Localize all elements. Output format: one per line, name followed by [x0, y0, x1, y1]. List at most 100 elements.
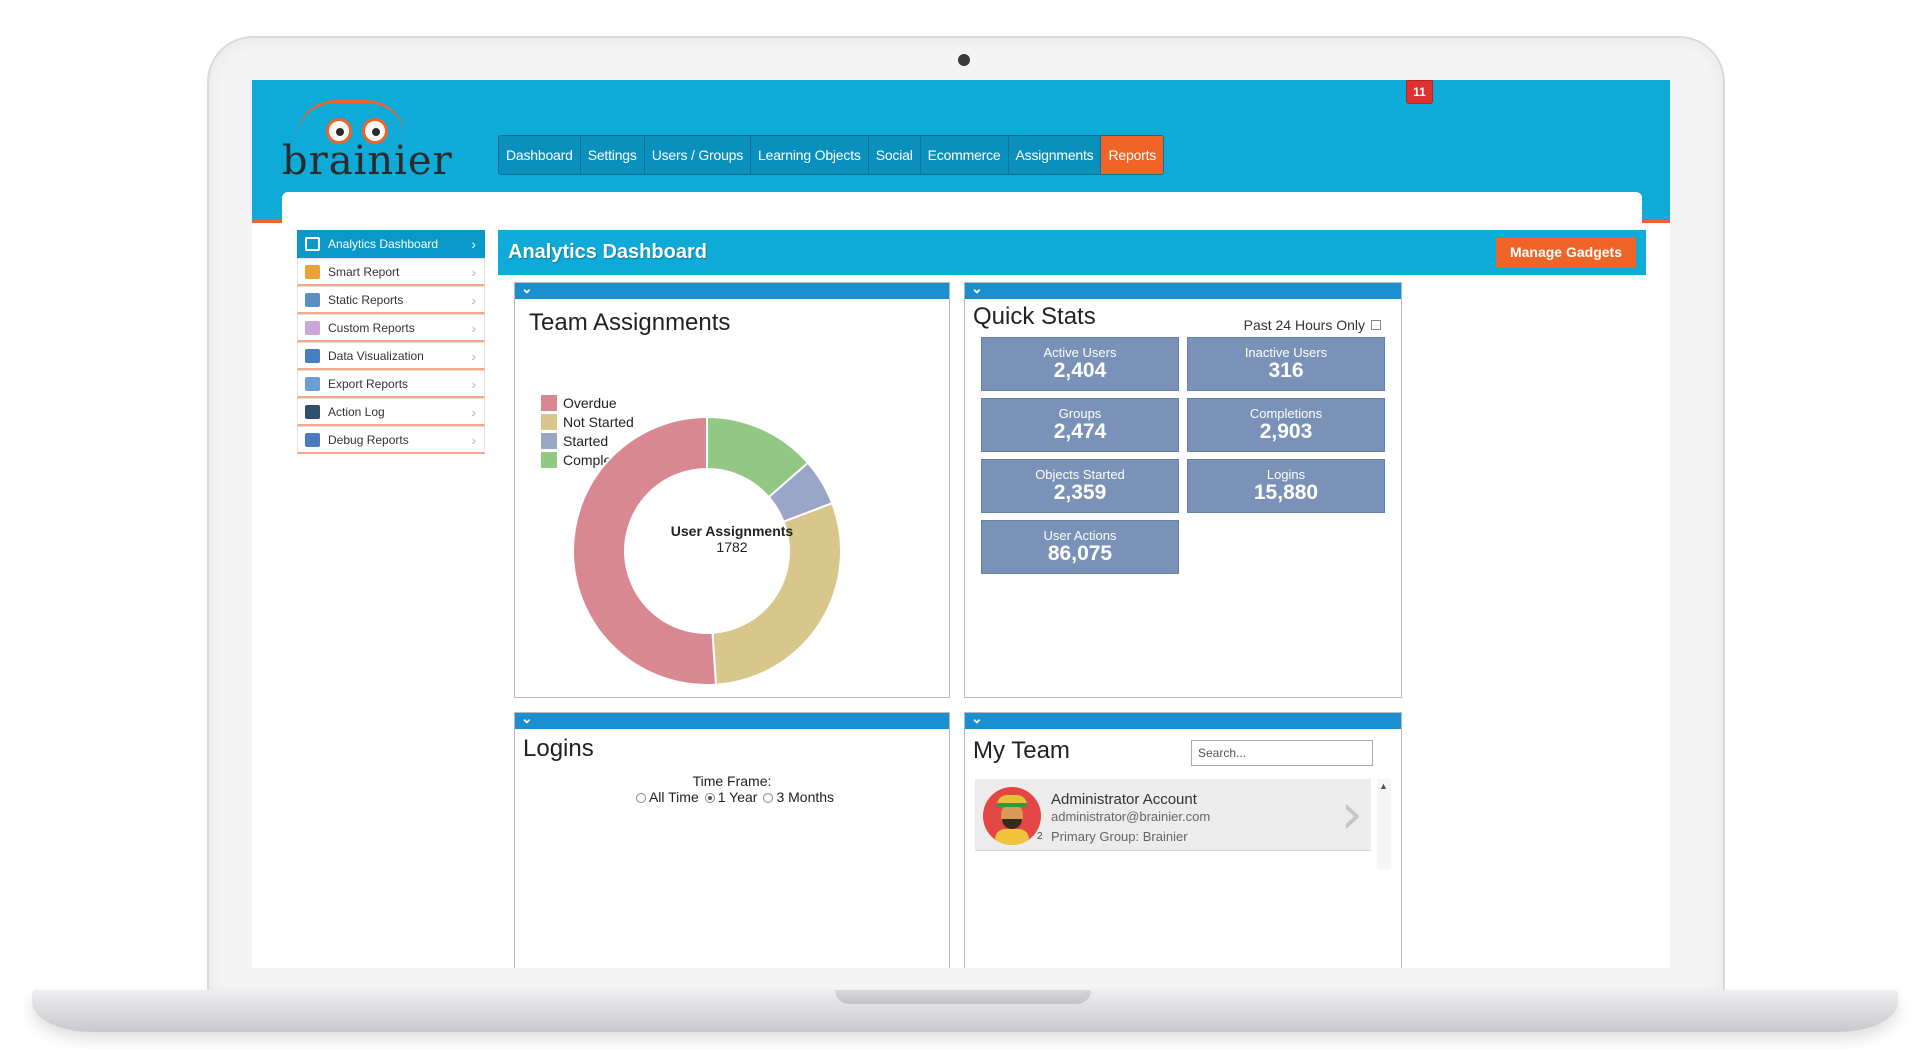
sidebar-item-action-log[interactable]: Action Log › — [297, 398, 485, 426]
page-title: Analytics Dashboard — [508, 241, 707, 263]
stat-tile-completions[interactable]: Completions 2,903 — [1187, 398, 1385, 452]
page-header: Analytics Dashboard Manage Gadgets — [498, 230, 1646, 275]
sidebar: Analytics Dashboard › Smart Report › Static … — [297, 230, 485, 454]
gadget-header-bar: ⌄ — [515, 710, 949, 729]
sidebar-item-label: Data Visualization — [328, 348, 424, 363]
past-24-hours-label: Past 24 Hours Only — [1243, 317, 1365, 333]
legend-item-not-started[interactable]: Not Started — [541, 412, 634, 431]
sidebar-item-debug-reports[interactable]: Debug Reports › — [297, 426, 485, 454]
member-avatar — [983, 787, 1041, 845]
radio-all-time[interactable] — [635, 793, 646, 803]
radio-label-3-months[interactable]: 3 Months — [776, 789, 835, 805]
stat-value: 2,903 — [1259, 420, 1313, 443]
stat-tile-active-users[interactable]: Active Users 2,404 — [981, 337, 1179, 391]
nav-learning-objects[interactable]: Learning Objects — [751, 136, 869, 174]
sidebar-item-static-reports[interactable]: Static Reports › — [297, 286, 485, 314]
bar-chart-icon — [305, 349, 320, 363]
donut-slice-overdue[interactable] — [571, 415, 718, 686]
my-team-title: My Team — [973, 737, 1070, 764]
nav-assignments[interactable]: Assignments — [1008, 136, 1102, 174]
legend-label: Not Started — [563, 413, 634, 430]
collapse-chevron-icon[interactable]: ⌄ — [971, 280, 983, 296]
manage-gadgets-button[interactable]: Manage Gadgets — [1495, 237, 1636, 268]
legend-swatch — [541, 394, 557, 411]
chevron-right-icon[interactable]: › — [1340, 782, 1363, 847]
my-team-gadget: ⌄ My Team Search... 2 Administrator Acco… — [964, 710, 1402, 968]
team-member-row[interactable]: 2 Administrator Account administrator@br… — [975, 779, 1371, 851]
sidebar-item-label: Static Reports — [328, 292, 404, 307]
sidebar-item-data-visualization[interactable]: Data Visualization › — [297, 342, 485, 370]
nav-ecommerce[interactable]: Ecommerce — [920, 136, 1009, 174]
sidebar-item-smart-report[interactable]: Smart Report › — [297, 258, 485, 286]
collapse-chevron-icon[interactable]: ⌄ — [521, 280, 533, 296]
donut-center-value: 1782 — [716, 539, 748, 555]
stat-label: Groups — [1058, 406, 1102, 421]
gadget-header-bar: ⌄ — [965, 710, 1401, 729]
radio-label-all-time[interactable]: All Time — [648, 789, 699, 805]
grid-icon — [305, 237, 320, 251]
stat-label: User Actions — [1043, 528, 1117, 543]
radio-3-months[interactable] — [763, 793, 774, 803]
team-assignments-title: Team Assignments — [529, 309, 731, 336]
member-list-scrollbar[interactable]: ▲ — [1377, 779, 1391, 869]
chevron-right-icon: › — [471, 320, 476, 336]
donut-slice-not-started[interactable] — [711, 501, 842, 686]
timeframe-label: Time Frame: — [692, 773, 772, 789]
stat-tile-objects-started[interactable]: Objects Started 2,359 — [981, 459, 1179, 513]
radio-label-1-year[interactable]: 1 Year — [717, 789, 758, 805]
team-assignments-gadget: ⌄ Team Assignments Overdue Not Started Sta… — [514, 280, 950, 698]
member-group: Primary Group: Brainier — [1051, 829, 1188, 844]
laptop-notch — [835, 990, 1091, 1004]
scroll-up-icon[interactable]: ▲ — [1379, 781, 1388, 791]
sidebar-item-label: Debug Reports — [328, 432, 409, 447]
past-24-hours-checkbox[interactable] — [1371, 320, 1381, 330]
sidebar-item-label: Analytics Dashboard — [328, 236, 439, 251]
chart-legend: Overdue Not Started Started Complete — [541, 393, 634, 469]
stat-tile-logins[interactable]: Logins 15,880 — [1187, 459, 1385, 513]
chevron-right-icon: › — [471, 376, 476, 392]
sidebar-item-label: Smart Report — [328, 264, 400, 279]
export-icon — [305, 377, 320, 391]
logo-glasses-arc — [296, 100, 406, 140]
sidebar-item-label: Custom Reports — [328, 320, 415, 335]
sidebar-item-label: Action Log — [328, 404, 385, 419]
radio-1-year[interactable] — [704, 793, 715, 803]
nav-dashboard[interactable]: Dashboard — [499, 136, 581, 174]
sidebar-item-analytics-dashboard[interactable]: Analytics Dashboard › — [297, 230, 485, 258]
collapse-chevron-icon[interactable]: ⌄ — [971, 710, 983, 726]
avatar-hat — [997, 795, 1027, 807]
brainier-logo[interactable]: brainier — [282, 98, 462, 184]
stat-value: 15,880 — [1253, 481, 1319, 504]
sidebar-item-custom-reports[interactable]: Custom Reports › — [297, 314, 485, 342]
nav-users-groups[interactable]: Users / Groups — [644, 136, 752, 174]
stat-value: 316 — [1268, 359, 1304, 382]
member-name: Administrator Account — [1051, 791, 1197, 808]
quick-stats-gadget: ⌄ Quick Stats Past 24 Hours Only Active … — [964, 280, 1402, 698]
nav-settings[interactable]: Settings — [580, 136, 645, 174]
legend-item-started[interactable]: Started — [541, 431, 634, 450]
notification-badge[interactable]: 11 — [1406, 80, 1433, 104]
nav-reports[interactable]: Reports — [1101, 136, 1164, 174]
stat-tile-inactive-users[interactable]: Inactive Users 316 — [1187, 337, 1385, 391]
avatar-beard — [1002, 819, 1022, 829]
content-card — [282, 192, 1642, 968]
past-24-hours-option[interactable]: Past 24 Hours Only — [1244, 317, 1381, 333]
camera — [958, 54, 970, 66]
stat-label: Completions — [1249, 406, 1323, 421]
custom-reports-icon — [305, 321, 320, 335]
member-badge-count: 2 — [1037, 831, 1043, 842]
team-search-input[interactable]: Search... — [1191, 740, 1373, 766]
sidebar-item-export-reports[interactable]: Export Reports › — [297, 370, 485, 398]
member-email: administrator@brainier.com — [1051, 809, 1211, 824]
static-reports-icon — [305, 293, 320, 307]
stat-tile-user-actions[interactable]: User Actions 86,075 — [981, 520, 1179, 574]
stat-label: Active Users — [1043, 345, 1117, 360]
smart-report-icon — [305, 265, 320, 279]
quick-stats-title: Quick Stats — [973, 303, 1096, 330]
sidebar-item-label: Export Reports — [328, 376, 409, 391]
legend-swatch — [541, 451, 557, 468]
nav-social[interactable]: Social — [868, 136, 921, 174]
legend-item-overdue[interactable]: Overdue — [541, 393, 634, 412]
collapse-chevron-icon[interactable]: ⌄ — [521, 710, 533, 726]
stat-tile-groups[interactable]: Groups 2,474 — [981, 398, 1179, 452]
